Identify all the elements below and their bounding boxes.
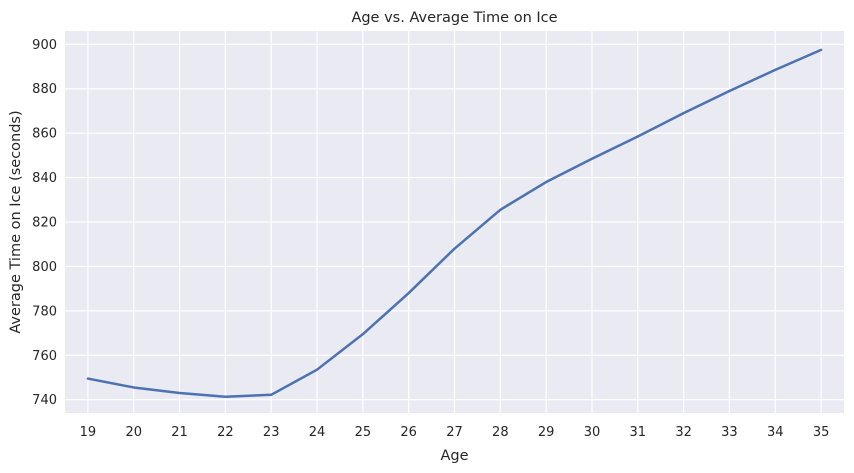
- y-tick-label: 760: [32, 349, 57, 364]
- y-tick-label: 880: [32, 82, 57, 97]
- y-tick-label: 820: [32, 216, 57, 231]
- series-line: [86, 48, 823, 399]
- series-layer: [86, 48, 823, 399]
- y-tick-label: 780: [32, 304, 57, 319]
- tick-labels: 19 20 21 22 23 24 25 26 27 28 29 30 31 32 33 34 35 740 760…: [32, 38, 829, 440]
- y-tick-label: 900: [32, 38, 57, 53]
- x-tick-label: 22: [217, 425, 234, 440]
- x-tick-label: 21: [171, 425, 188, 440]
- x-tick-label: 35: [813, 425, 830, 440]
- y-axis-label: Average Time on Ice (seconds): [8, 110, 24, 333]
- x-tick-label: 24: [309, 425, 326, 440]
- y-tick-label: 740: [32, 393, 57, 408]
- chart-title: Age vs. Average Time on Ice: [351, 10, 557, 26]
- x-tick-label: 30: [584, 425, 601, 440]
- x-tick-label: 25: [355, 425, 372, 440]
- y-tick-label: 860: [32, 127, 57, 142]
- x-tick-label: 32: [675, 425, 692, 440]
- x-axis-label: Age: [440, 448, 468, 464]
- x-tick-label: 34: [767, 425, 784, 440]
- x-tick-label: 31: [630, 425, 647, 440]
- x-tick-label: 28: [492, 425, 509, 440]
- x-tick-label: 33: [721, 425, 738, 440]
- x-tick-label: 19: [80, 425, 97, 440]
- x-tick-label: 20: [125, 425, 142, 440]
- y-tick-label: 840: [32, 171, 57, 186]
- x-tick-label: 26: [400, 425, 417, 440]
- grid-lines: [65, 31, 844, 413]
- x-tick-label: 29: [538, 425, 555, 440]
- y-tick-label: 800: [32, 260, 57, 275]
- x-tick-label: 23: [263, 425, 280, 440]
- x-tick-label: 27: [446, 425, 463, 440]
